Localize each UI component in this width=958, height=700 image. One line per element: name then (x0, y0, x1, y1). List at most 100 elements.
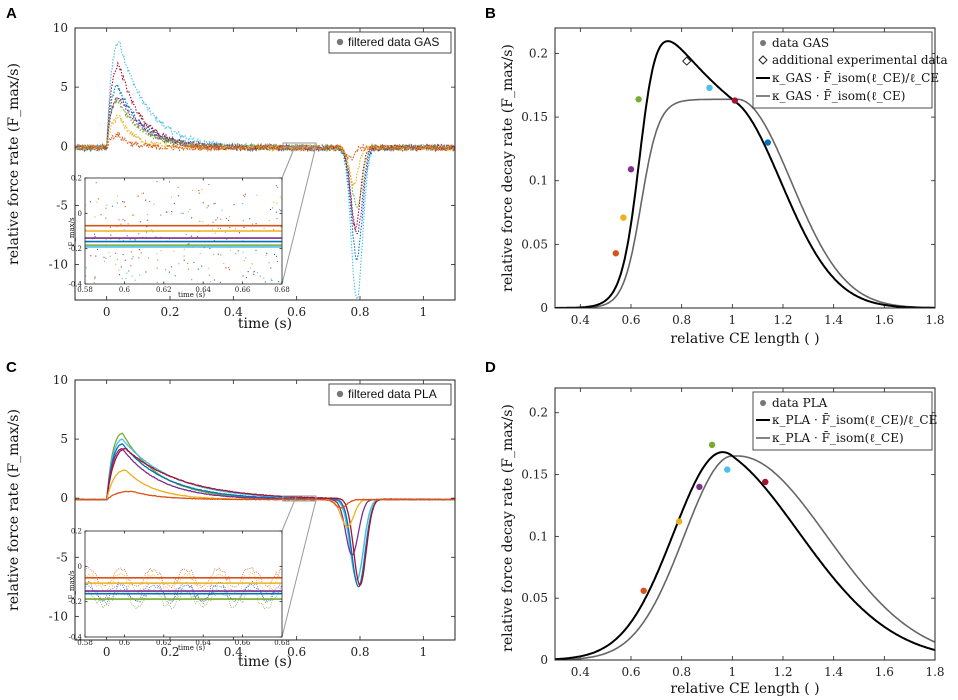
A-inset-noise-point (103, 256, 105, 258)
A-inset-noise-point (124, 206, 126, 208)
A-inset-noise-point (242, 275, 244, 277)
panel-a-inset (85, 181, 282, 284)
panel-c-legend-label: filtered data PLA (348, 387, 437, 401)
A-inset-noise-point (138, 257, 140, 259)
D-curve-isom-over-length (555, 451, 935, 660)
D-data-point-green (708, 441, 716, 449)
panel-d-series (555, 441, 935, 660)
panel-c-ytick-label: 10 (53, 373, 68, 387)
C-series-orange (75, 490, 455, 509)
A-inset-noise-point (276, 202, 278, 204)
A-inset-noise-point (238, 232, 241, 234)
A-inset-noise-point (94, 236, 96, 238)
A-inset-noise-point (273, 253, 276, 255)
panel-c-ytick-label: -10 (49, 609, 68, 623)
A-inset-noise-point (221, 209, 223, 211)
A-inset-noise-point (114, 252, 117, 254)
panel-d-xtick-label: 1.2 (773, 665, 792, 679)
A-inset-noise-point (146, 219, 148, 221)
panel-a-inset-xtick-label: 0.58 (77, 286, 93, 294)
zoom-connector-right (281, 499, 317, 638)
panel-letter-c: C (6, 359, 17, 376)
panel-c-inset-ytick-label: -0.4 (69, 634, 83, 642)
panel-c-inset-xtick-label: 0.64 (195, 639, 211, 647)
A-inset-noise-point (268, 262, 270, 264)
A-inset-noise-point (187, 211, 189, 213)
D-data-point-crimson (762, 478, 769, 486)
panel-c-inset-xtick-label: 0.68 (274, 639, 290, 647)
A-inset-noise-point (95, 182, 97, 184)
A-inset-noise-point (103, 260, 106, 262)
B-data-point-purple (627, 166, 635, 173)
D-data-point-yellow (675, 518, 683, 525)
A-inset-noise-point (275, 211, 278, 213)
panel-a-xlabel: time (s) (238, 316, 292, 332)
A-inset-noise-point (165, 211, 167, 213)
A-inset-noise-point (256, 194, 258, 196)
D-data-point-cyan (724, 466, 731, 473)
A-inset-noise-point (173, 202, 175, 204)
A-inset-noise-point (270, 267, 272, 269)
A-inset-noise-point (133, 214, 135, 216)
panel-c-inset-ytick-label: 0 (78, 563, 82, 571)
panel-a-ytick-label: -10 (49, 258, 68, 272)
A-inset-noise-point (233, 204, 235, 206)
A-inset-noise-point (108, 252, 110, 254)
A-inset-noise-point (275, 255, 278, 257)
A-inset-noise-point (266, 252, 268, 254)
panel-a-inset-ytick-label: 0 (78, 210, 82, 218)
A-inset-noise-point (198, 189, 200, 192)
A-inset-noise-point (109, 226, 111, 228)
B-data-point-blue (764, 139, 771, 146)
A-inset-noise-point (225, 217, 227, 220)
A-inset-noise-point (130, 251, 132, 253)
A-inset-noise-point (125, 277, 127, 279)
A-inset-noise-point (190, 235, 192, 237)
A-inset-noise-point (253, 273, 255, 275)
panel-c-legend-marker (336, 390, 344, 398)
A-inset-noise-point (134, 279, 136, 281)
A-inset-noise-point (279, 196, 281, 198)
panel-d-ytick-label: 0.15 (521, 468, 548, 482)
panel-b-series (555, 40, 935, 308)
A-inset-noise-point (255, 249, 257, 251)
A-inset-noise-point (94, 216, 96, 218)
panel-a-inset-ytick-label: 0.2 (71, 175, 82, 183)
A-inset-noise-point (201, 265, 203, 267)
panel-d-legend-label-black: κ_PLA · F̄_isom(ℓ_CE)/ℓ_CE (772, 412, 937, 427)
A-inset-noise-point (187, 268, 190, 270)
A-inset-noise-point (219, 228, 221, 230)
A-inset-noise-point (137, 195, 139, 197)
A-inset-noise-point (153, 203, 155, 205)
A-inset-noise-point (138, 233, 140, 235)
panel-a-inset-xtick-label: 0.68 (274, 286, 290, 294)
A-inset-noise-point (118, 269, 120, 271)
panel-c-ytick-label: 0 (60, 491, 68, 505)
A-inset-noise-point (129, 239, 131, 241)
A-inset-noise-point (280, 210, 282, 212)
panel-d-xtick-label: 1.8 (925, 665, 944, 679)
A-inset-noise-point (217, 227, 219, 229)
panel-c-ytick-label: -5 (56, 550, 68, 564)
A-inset-noise-point (142, 192, 144, 194)
A-inset-noise-point (123, 229, 125, 231)
A-inset-noise-point (271, 207, 273, 209)
panel-a-ytick-label: -5 (56, 198, 68, 212)
A-inset-noise-point (122, 253, 124, 256)
panel-b-ytick-label: 0.05 (521, 237, 548, 251)
A-inset-noise-point (122, 201, 124, 203)
A-inset-noise-point (202, 221, 204, 223)
A-inset-noise-point (121, 278, 123, 280)
panel-b-ytick-label: 0 (540, 301, 548, 315)
A-inset-noise-point (183, 259, 185, 261)
A-inset-noise-point (182, 212, 184, 214)
panel-d-xtick-label: 0.4 (571, 665, 590, 679)
panel-a-inset-ytick-label: -0.4 (69, 281, 83, 289)
panel-c-inset-xtick-label: 0.66 (235, 639, 251, 647)
zoom-connector-left (281, 143, 297, 179)
A-inset-noise-point (256, 272, 258, 274)
panel-b-legend-box (752, 31, 933, 109)
panel-c-xtick-label: 0.4 (224, 645, 243, 659)
A-inset-noise-point (213, 253, 215, 255)
panel-b-ytick-label: 0.1 (529, 174, 548, 188)
